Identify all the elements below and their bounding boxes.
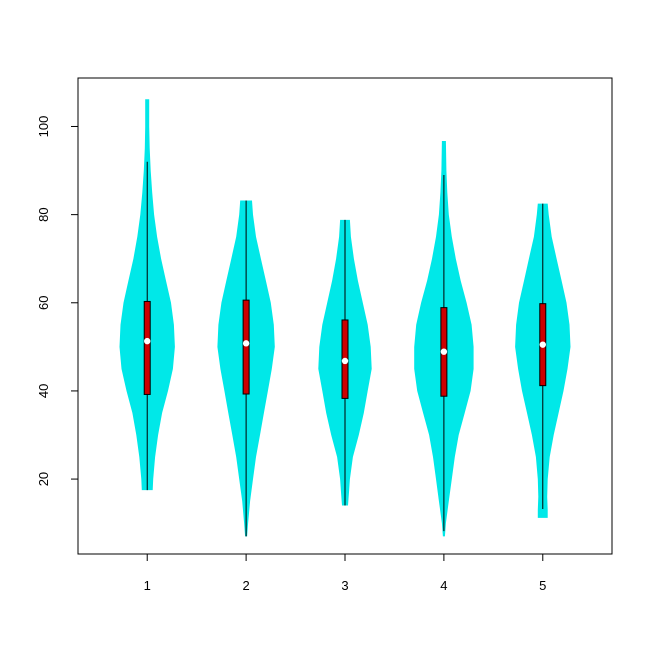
y-tick-label-20: 20 bbox=[36, 472, 51, 486]
violin-group-4 bbox=[414, 141, 474, 537]
x-tick-label-2: 2 bbox=[242, 578, 249, 593]
median-point-1 bbox=[144, 337, 151, 345]
x-axis: 1 2 3 4 5 bbox=[144, 553, 546, 593]
iqr-box-2 bbox=[242, 299, 250, 395]
x-tick-label-3: 3 bbox=[341, 578, 348, 593]
median-point-3 bbox=[341, 357, 349, 365]
y-tick-label-80: 80 bbox=[36, 207, 51, 221]
y-tick-label-60: 60 bbox=[36, 296, 51, 310]
median-point-4 bbox=[440, 348, 448, 355]
x-tick-label-1: 1 bbox=[144, 578, 151, 593]
median-point-5 bbox=[539, 341, 546, 348]
iqr-box-1 bbox=[143, 300, 151, 395]
violin-group-1 bbox=[119, 99, 175, 491]
violin-group-2 bbox=[217, 200, 275, 537]
y-tick-label-40: 40 bbox=[36, 384, 51, 398]
y-tick-label-100: 100 bbox=[36, 116, 51, 138]
violins-layer bbox=[119, 99, 571, 537]
x-tick-label-4: 4 bbox=[440, 578, 447, 593]
x-tick-label-5: 5 bbox=[539, 578, 546, 593]
y-axis: 20 40 60 80 100 bbox=[36, 116, 79, 486]
violin-group-5 bbox=[515, 203, 571, 518]
violin-group-3 bbox=[318, 219, 372, 506]
median-point-2 bbox=[242, 340, 250, 347]
